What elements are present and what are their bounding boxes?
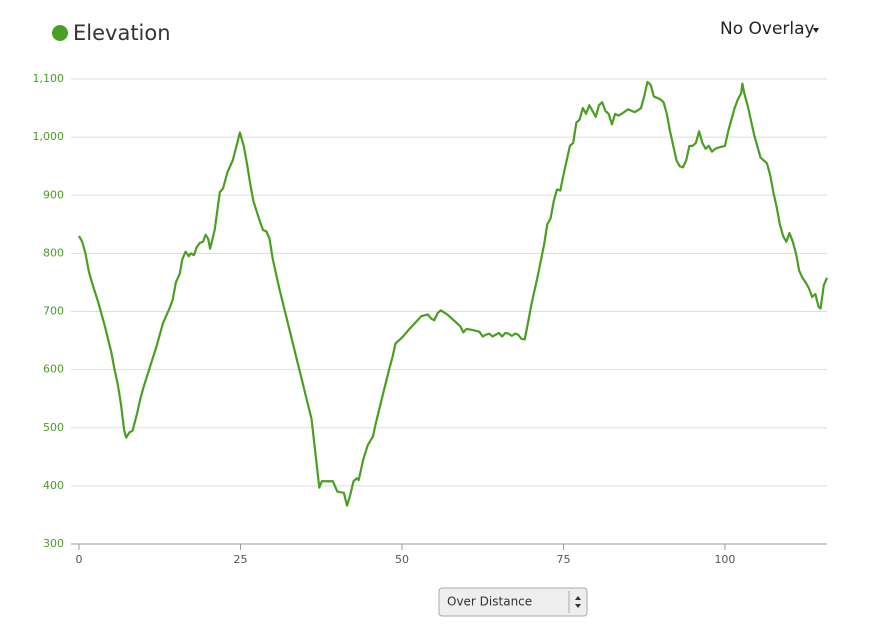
mode-select[interactable]: Over Distance <box>438 587 588 617</box>
select-arrows <box>575 596 581 608</box>
y-tick-label: 400 <box>43 479 64 492</box>
chart-title: Elevation <box>73 21 171 45</box>
y-tick-label: 700 <box>43 305 64 318</box>
y-tick-label: 900 <box>43 188 64 201</box>
overlay-dropdown[interactable]: No Overlay <box>720 19 819 39</box>
x-tick-label: 50 <box>395 553 409 566</box>
x-tick-label: 100 <box>714 553 735 566</box>
x-tick-label: 75 <box>556 553 570 566</box>
x-tick-label: 0 <box>76 553 83 566</box>
overlay-label[interactable]: No Overlay <box>720 19 815 39</box>
select-box[interactable] <box>438 587 588 617</box>
y-tick-label: 600 <box>43 363 64 376</box>
elevation-line <box>78 80 829 507</box>
y-tick-label: 800 <box>43 246 64 259</box>
y-tick-label: 500 <box>43 421 64 434</box>
select-label[interactable]: Over Distance <box>447 595 532 609</box>
y-tick-label: 1,000 <box>33 130 65 143</box>
y-tick-label: 1,100 <box>33 72 65 85</box>
y-tick-label: 300 <box>43 537 64 550</box>
legend-dot <box>52 25 68 41</box>
dropdown-arrow <box>813 28 819 33</box>
x-tick-label: 25 <box>233 553 247 566</box>
